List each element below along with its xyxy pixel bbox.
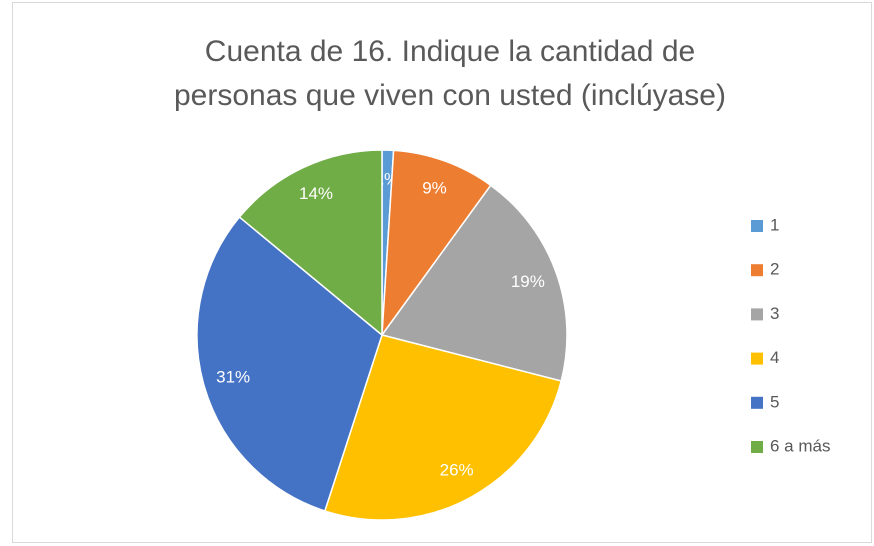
data-label: 19%	[511, 272, 545, 291]
chart-frame	[12, 2, 872, 543]
pie-slice	[196, 216, 383, 512]
legend-swatch	[751, 308, 763, 321]
legend-label: 5	[770, 392, 779, 411]
legend-swatch	[751, 264, 763, 277]
legend-swatch	[751, 396, 763, 409]
pie-slice	[380, 184, 568, 382]
legend-swatch	[751, 220, 763, 232]
pie-slice	[238, 149, 383, 337]
legend-label: 1	[770, 215, 779, 234]
legend-swatch	[751, 352, 763, 365]
legend-label: 6 a más	[770, 436, 830, 455]
data-label: 26%	[440, 460, 474, 479]
pie-slice	[381, 149, 492, 338]
data-label: 9%	[422, 179, 447, 198]
legend-label: 4	[770, 348, 779, 367]
data-label: 14%	[299, 184, 333, 203]
legend-label: 2	[770, 260, 779, 279]
data-label: 31%	[216, 368, 250, 387]
chart-title: Cuenta de 16. Indique la cantidad de per…	[174, 35, 726, 112]
legend-swatch	[751, 441, 763, 453]
pie-slice	[323, 334, 563, 521]
legend-label: 3	[770, 304, 779, 323]
